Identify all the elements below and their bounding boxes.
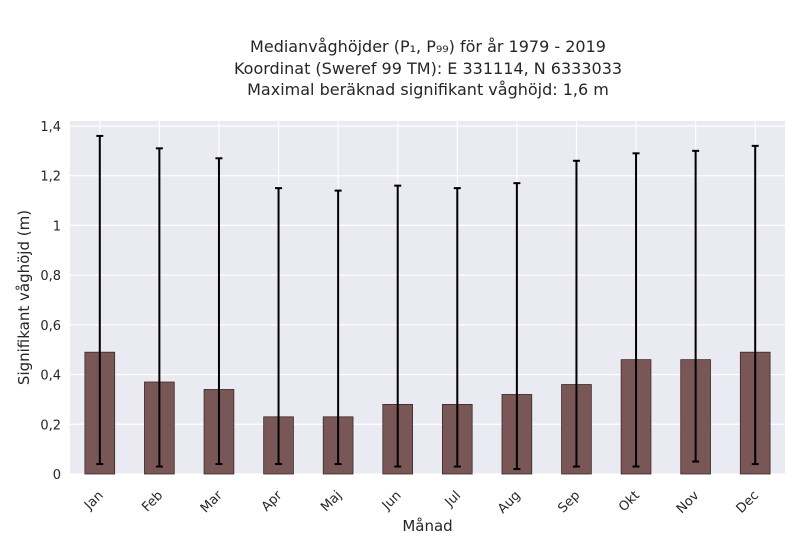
x-tick-label-apr: Apr [259,488,286,515]
x-tick-label-dec: Dec [734,488,762,516]
y-tick-label: 0,4 [40,369,61,384]
y-axis-label: Signifikant våghöjd (m) [15,210,33,385]
error-bar-maj [334,189,342,466]
error-bar-jan [96,134,104,466]
x-tick-label-nov: Nov [674,488,703,517]
chart-title-line-2: Koordinat (Sweref 99 TM): E 331114, N 63… [234,59,622,78]
x-axis-ticks: Jan Feb Mar Apr Maj Jun Jul Aug Sep Okt Nov Dec [81,488,762,517]
x-tick-label-jul: Jul [442,488,464,510]
chart-title-line-1: Medianvåghöjder (P₁, P₉₉) för år 1979 - … [250,37,606,56]
x-tick-label-mar: Mar [198,488,226,516]
x-tick-label-aug: Aug [495,488,524,517]
y-tick-label: 0,2 [40,418,61,433]
y-axis-ticks: 0 0,2 0,4 0,6 0,8 1 1,2 1,4 [40,120,61,483]
x-axis-label: Månad [402,517,452,535]
error-bar-aug [513,182,521,471]
y-tick-label: 1,2 [40,170,61,185]
error-bar-sep [572,159,580,468]
plot-area [70,121,785,474]
error-bar-mar [215,157,223,466]
y-tick-label: 0 [53,468,61,483]
chart-title: Medianvåghöjder (P₁, P₉₉) för år 1979 - … [234,37,622,99]
error-bar-jul [453,187,461,468]
error-bar-dec [751,144,759,466]
x-tick-label-feb: Feb [139,488,166,515]
x-tick-label-jun: Jun [379,488,405,514]
x-tick-label-maj: Maj [318,488,345,515]
y-tick-label: 0,6 [40,319,61,334]
x-tick-label-okt: Okt [616,488,643,515]
y-tick-label: 0,8 [40,269,61,284]
x-tick-label-sep: Sep [555,488,583,516]
error-bars [96,134,759,471]
error-bar-okt [632,152,640,468]
error-bar-feb [155,147,163,468]
y-tick-label: 1 [53,219,61,234]
error-bar-nov [692,149,700,463]
error-bar-jun [394,184,402,468]
chart-title-line-3: Maximal beräknad signifikant våghöjd: 1,… [247,80,609,99]
error-bar-apr [275,187,283,466]
y-tick-label: 1,4 [40,120,61,135]
x-tick-label-jan: Jan [81,488,106,513]
